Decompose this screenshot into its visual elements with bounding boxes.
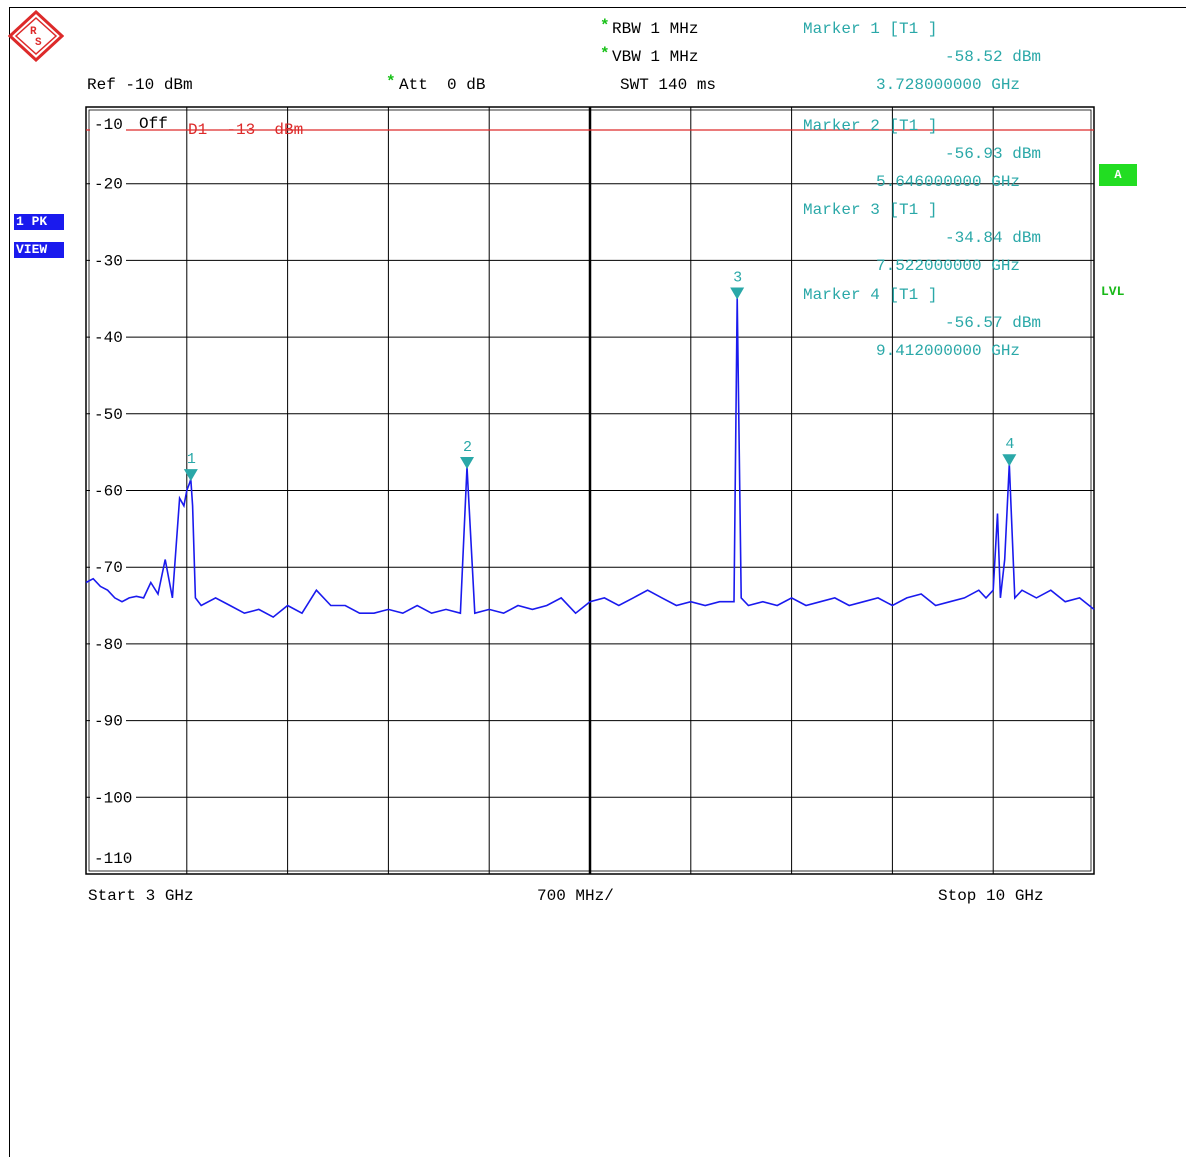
start-frequency: Start 3 GHz: [88, 887, 194, 905]
trace-layer: [85, 297, 1095, 619]
marker-2-triangle[interactable]: [460, 456, 475, 469]
marker-4-number: 4: [1005, 436, 1014, 453]
y-tick-bg: [90, 788, 136, 807]
marker-1-triangle[interactable]: [183, 469, 198, 482]
marker2-freq: 5.646000000 GHz: [876, 173, 1021, 191]
marker4-freq: 9.412000000 GHz: [876, 342, 1021, 360]
stop-frequency: Stop 10 GHz: [938, 887, 1044, 905]
y-tick-bg: [90, 328, 126, 347]
vbw-label: VBW 1 MHz: [612, 48, 699, 66]
y-tick-bg: [90, 481, 126, 500]
marker1-level: -58.52 dBm: [945, 48, 1042, 66]
y-tick-bg: [90, 634, 126, 653]
y-tick-label: -110: [94, 850, 132, 868]
screen-frame: [9, 7, 1186, 1157]
marker4-level: -56.57 dBm: [945, 314, 1042, 332]
y-tick-label: -80: [94, 636, 123, 654]
ref-level: Ref -10 dBm: [87, 76, 193, 94]
svg-text:R: R: [30, 26, 37, 38]
rs-logo: R S: [8, 10, 64, 62]
marker1-title: Marker 1 [T1 ]: [803, 20, 938, 38]
lvl-indicator: LVL: [1101, 284, 1125, 299]
y-tick-label: -50: [94, 406, 123, 424]
marker-4-triangle[interactable]: [1002, 454, 1017, 467]
y-tick-label: -20: [94, 176, 123, 194]
y-tick-label: -90: [94, 713, 123, 731]
marker3-freq: 7.522000000 GHz: [876, 257, 1021, 275]
y-tick-bg: [90, 558, 126, 577]
trace-badge-pk[interactable]: 1 PK: [14, 214, 64, 230]
y-tick-bg: [90, 174, 126, 193]
display-line-label: D1 -13 dBm: [188, 121, 304, 139]
y-tick-label: -30: [94, 252, 123, 270]
rbw-star: *: [600, 17, 610, 35]
rbw-label: RBW 1 MHz: [612, 20, 699, 38]
marker1-freq: 3.728000000 GHz: [876, 76, 1021, 94]
y-tick-label: -70: [94, 559, 123, 577]
y-tick-labels: -10 -20 -30 -40 -50 -60 -70 -80 -90 -100 -110: [90, 115, 136, 868]
marker-1-number: 1: [187, 451, 196, 468]
y-tick-bg: [90, 849, 136, 867]
y-tick-label: -10: [94, 116, 123, 134]
span-per-division: 700 MHz/: [537, 887, 614, 905]
y-tick-bg: [90, 404, 126, 423]
trace-pk-view: [85, 297, 1095, 619]
trace-a-badge[interactable]: A: [1099, 164, 1137, 186]
y-tick-bg: [90, 251, 126, 270]
y-tick-bg: [90, 711, 126, 730]
y-tick-label: -100: [94, 789, 132, 807]
marker-layer: 1 2 3 4: [183, 270, 1017, 482]
offset-label: Off: [139, 115, 168, 133]
marker2-title: Marker 2 [T1 ]: [803, 117, 938, 135]
marker3-level: -34.84 dBm: [945, 229, 1042, 247]
marker-3-number: 3: [733, 270, 742, 287]
y-tick-label: -60: [94, 483, 123, 501]
y-tick-bg: [90, 115, 126, 133]
marker-3-triangle[interactable]: [730, 287, 745, 300]
vbw-star: *: [600, 45, 610, 63]
marker3-title: Marker 3 [T1 ]: [803, 201, 938, 219]
att-star: *: [386, 73, 396, 91]
marker4-title: Marker 4 [T1 ]: [803, 286, 938, 304]
marker2-level: -56.93 dBm: [945, 145, 1042, 163]
swt-label: SWT 140 ms: [620, 76, 717, 94]
y-tick-label: -40: [94, 329, 123, 347]
marker-2-number: 2: [463, 439, 472, 456]
svg-text:S: S: [35, 37, 42, 49]
att-label: Att 0 dB: [399, 76, 486, 94]
trace-badge-view[interactable]: VIEW: [14, 242, 64, 258]
grid: [85, 106, 1095, 875]
